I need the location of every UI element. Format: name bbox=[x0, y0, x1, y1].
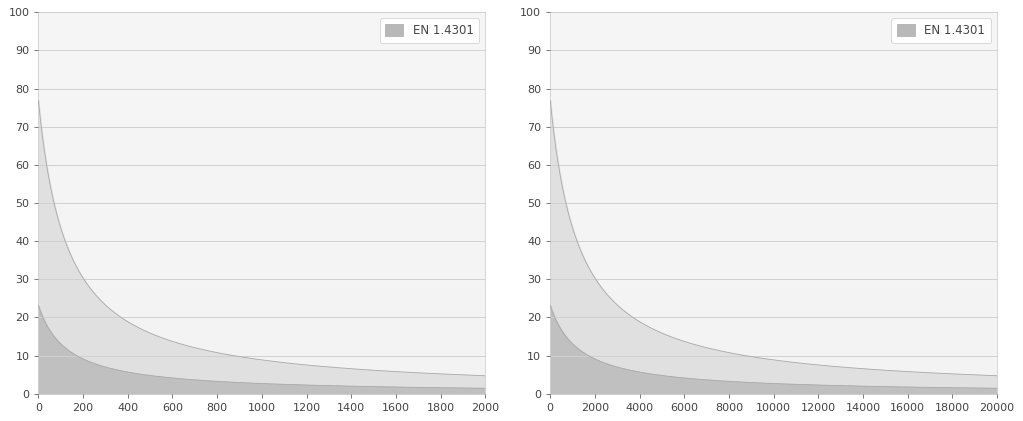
Legend: EN 1.4301: EN 1.4301 bbox=[891, 18, 991, 43]
Legend: EN 1.4301: EN 1.4301 bbox=[380, 18, 480, 43]
